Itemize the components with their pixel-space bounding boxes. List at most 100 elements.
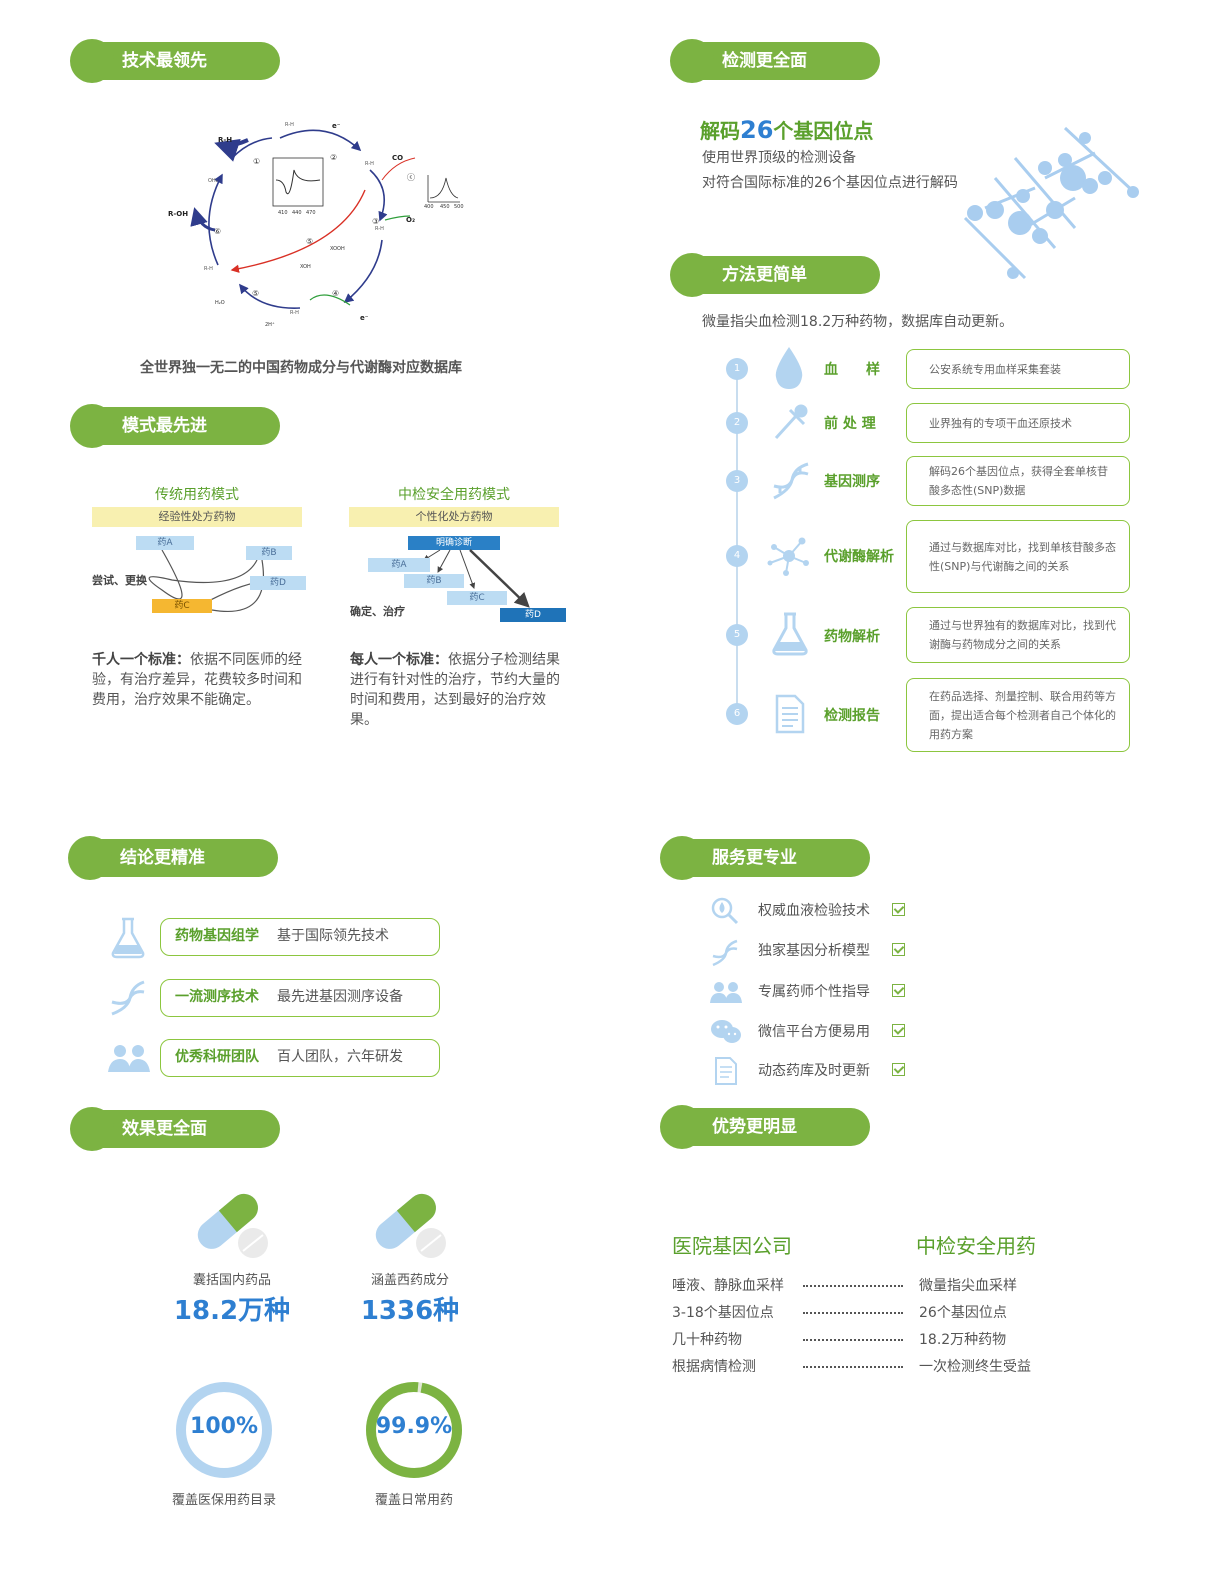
compare-dots-3 [803,1339,903,1341]
traditional-drug-a: 药A [136,536,194,550]
modern-desc: 每人一个标准：依据分子检测结果进行有针对性的治疗，节约大量的时间和费用，达到最好… [350,652,560,728]
ring-2-value: 99.9% [375,1414,453,1439]
svg-text:R-H: R-H [285,122,294,128]
compare-left-row-3: 几十种药物 [672,1332,742,1348]
service-item-2: 独家基因分析模型 [758,943,870,959]
step-4-number: 4 [726,545,748,567]
wechat-icon [711,1020,741,1043]
detect-title: 解码26个基因位点 [700,116,874,144]
stat-2-value: 1336种 [360,1296,460,1326]
report-icon [775,694,805,734]
co-label: CO [392,154,403,162]
svg-text:R-H: R-H [365,161,374,167]
axis-tick-470: 470 [306,210,316,216]
step-1-label: 血 样 [824,362,880,378]
traditional-desc: 千人一个标准：依据不同医师的经验，有治疗差异，花费较多时间和费用，治疗效果不能确… [92,652,302,708]
compare-left-row-1: 唾液、静脉血采样 [672,1278,784,1294]
traditional-drug-d: 药D [250,576,306,590]
step-5-number: 5 [726,624,748,646]
rh-label: R-H [218,136,232,144]
step-6-number: 6 [726,703,748,725]
step-3-desc: 解码26个基因位点，获得全套单核苷酸多态性(SNP)数据 [906,456,1130,506]
roh-label: R-OH [168,210,188,218]
conclusion-flask-icon [111,917,145,959]
compare-dots-2 [803,1312,903,1314]
stat-1-label: 囊括国内药品 [192,1273,271,1288]
e-label-top: e⁻ [332,122,341,130]
step-6-marker: ⑥ [214,227,221,236]
step-4-label: 代谢酶解析 [824,549,894,565]
xooh-label: XOOH [330,246,345,252]
method-intro: 微量指尖血检测18.2万种药物，数据库自动更新。 [702,314,1014,330]
axis-tick-440: 440 [292,210,302,216]
ring-2-label: 覆盖日常用药 [374,1493,453,1508]
compare-right-row-2: 26个基因位点 [919,1305,1007,1321]
service-check-5-icon [892,1063,905,1076]
modern-drug-a: 药A [368,558,430,572]
compare-dots-4 [803,1366,903,1368]
o2-label: O₂ [406,216,415,224]
section-header-service: 服务更专业 [660,836,870,880]
section-header-effect: 效果更全面 [70,1107,280,1151]
detect-line-2: 对符合国际标准的26个基因位点进行解码 [702,175,958,191]
conclusion-item-1: 药物基因组学 基于国际领先技术 [160,918,440,956]
modern-drug-c: 药C [447,591,507,605]
steps-timeline [736,368,738,716]
dropper-icon [774,404,808,440]
svg-text:R-H: R-H [375,226,384,232]
service-item-4: 微信平台方便易用 [758,1024,870,1040]
service-check-4-icon [892,1024,905,1037]
step-4-desc: 通过与数据库对比，找到单核苷酸多态性(SNP)与代谢酶之间的关系 [906,520,1130,593]
molecule-icon [767,537,809,576]
step-1-marker: ① [253,157,260,166]
traditional-side-label: 尝试、更换 [92,574,147,587]
step-2-marker: ② [330,153,337,162]
section-header-method: 方法更简单 [670,253,880,297]
compare-right-row-3: 18.2万种药物 [919,1332,1007,1348]
service-dna-icon [712,939,738,967]
step-3-label: 基因测序 [824,474,880,490]
compare-left-row-2: 3-18个基因位点 [672,1305,774,1321]
step-2-label: 前 处 理 [824,416,876,432]
svg-text:R-H: R-H [290,310,299,316]
step-5-desc: 通过与世界独有的数据库对比，找到代谢酶与药物成分之间的关系 [906,607,1130,663]
h2o-label: H₂O [215,300,225,306]
svg-text:R-H: R-H [204,266,213,272]
stat-1-value: 18.2万种 [173,1296,291,1326]
ring-1-value: 100% [190,1414,258,1439]
axis-tick-400: 400 [424,204,434,210]
capsule-icon-1 [197,1193,268,1258]
compare-right-row-4: 一次检测终生受益 [919,1359,1031,1375]
modern-diagnosis: 明确诊断 [408,536,500,550]
section-header-tech: 技术最领先 [70,39,280,83]
step-2-desc: 业界独有的专项干血还原技术 [906,403,1130,443]
stat-2-label: 涵盖西药成分 [370,1273,449,1288]
capsule-icon-2 [375,1193,446,1258]
compare-right-title: 中检安全用药 [916,1234,1036,1258]
conclusion-item-2: 一流测序技术 最先进基因测序设备 [160,979,440,1017]
step-3-number: 3 [726,470,748,492]
section-header-advantage: 优势更明显 [660,1105,870,1149]
step-6-desc: 在药品选择、剂量控制、联合用药等方面，提出适合每个检测者自己个体化的用药方案 [906,678,1130,752]
ring-100-percent [176,1382,272,1478]
ring-99-9-percent [366,1382,462,1478]
compare-right-row-1: 微量指尖血采样 [919,1278,1017,1294]
e-label-bottom: e⁻ [360,314,369,322]
modern-drug-d: 药D [500,608,566,622]
service-check-1-icon [892,903,905,916]
service-check-3-icon [892,984,905,997]
service-item-5: 动态药库及时更新 [758,1063,870,1079]
step-1-number: 1 [726,358,748,380]
conclusion-team-icon [108,1045,150,1072]
2h-label: 2H⁺ [265,322,275,328]
service-team-icon [710,982,742,1003]
traditional-mode-title: 传统用药模式 [155,487,239,503]
blood-drop-icon [775,347,803,389]
database-caption: 全世界独一无二的中国药物成分与代谢酶对应数据库 [140,360,462,376]
compare-dots-1 [803,1285,903,1287]
step-5b-marker: ⑤ [306,237,313,246]
xoh-label: XOH [300,264,311,270]
modern-side-label: 确定、治疗 [350,605,405,618]
traditional-drug-b: 药B [246,546,292,560]
